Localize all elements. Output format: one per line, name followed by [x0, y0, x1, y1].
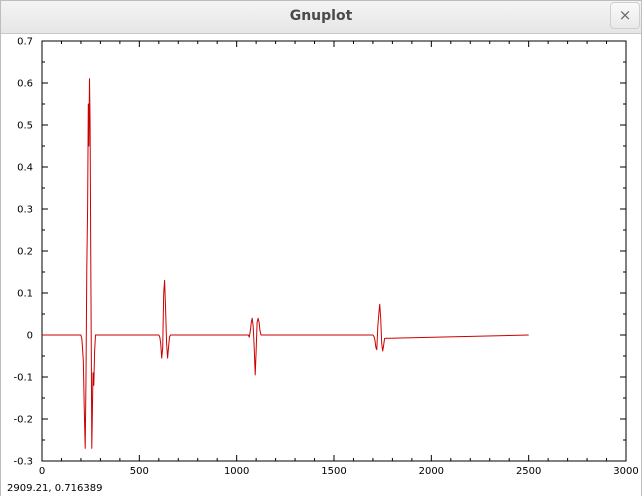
title-bar[interactable]: Gnuplot ×: [1, 1, 641, 34]
y-tick-label: 0: [27, 331, 33, 342]
x-tick-label: 0: [39, 466, 45, 477]
y-tick-label: 0.1: [17, 289, 33, 300]
axis-ticks: 0 500 1000 1500 2000 2500 3000 -0.3 -0.2 -0.1 0 0.1…: [13, 37, 638, 478]
plot-frame: [41, 40, 627, 462]
y-tick-label: 0.7: [17, 37, 33, 48]
series-line: [42, 78, 529, 449]
y-tick-label: 0.5: [17, 121, 33, 132]
line-chart: 0 500 1000 1500 2000 2500 3000 -0.3 -0.2 -0.1 0 0.1…: [13, 37, 638, 478]
y-tick-label: 0.2: [17, 247, 33, 258]
y-tick-label: -0.1: [13, 373, 33, 384]
mouse-coordinates-readout: 2909.21, 0.716389: [7, 483, 103, 494]
close-button[interactable]: ×: [610, 2, 640, 29]
x-tick-label: 3000: [613, 466, 638, 477]
y-tick-label: 0.6: [17, 79, 33, 90]
x-tick-label: 1000: [224, 466, 249, 477]
y-tick-label: -0.3: [13, 457, 33, 468]
x-tick-label: 2500: [516, 466, 541, 477]
x-tick-label: 500: [130, 466, 149, 477]
series-group: [42, 78, 529, 449]
y-tick-label: 0.3: [17, 205, 33, 216]
window-title: Gnuplot: [289, 8, 353, 24]
x-tick-label: 2000: [419, 466, 444, 477]
y-tick-label: -0.2: [13, 415, 33, 426]
y-tick-label: 0.4: [17, 163, 33, 174]
close-icon: ×: [618, 6, 632, 24]
plot-canvas[interactable]: 0 500 1000 1500 2000 2500 3000 -0.3 -0.2 -0.1 0 0.1…: [1, 34, 641, 496]
x-tick-label: 1500: [321, 466, 346, 477]
